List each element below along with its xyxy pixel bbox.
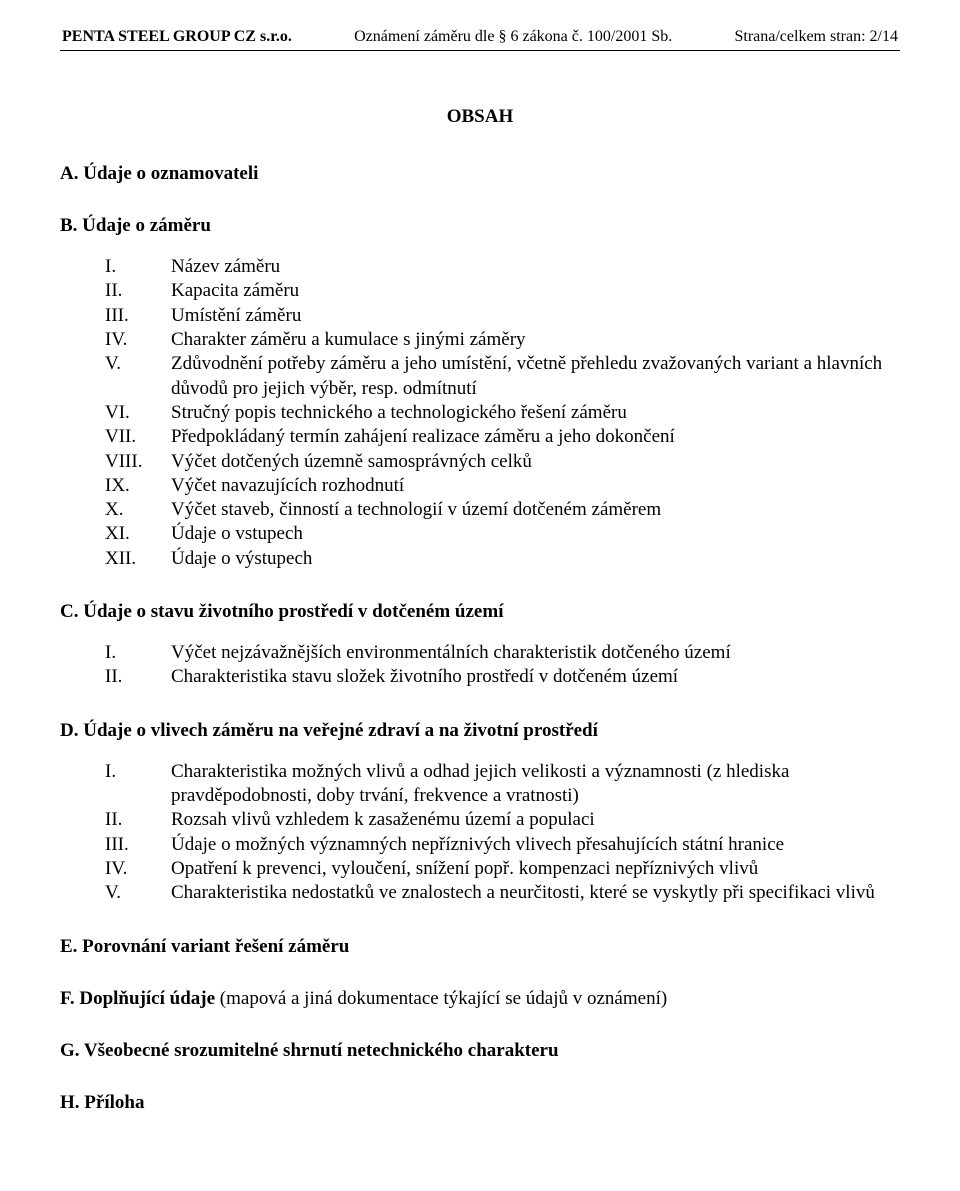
toc-numeral: VII. [105,425,171,449]
toc-item: VIII.Výčet dotčených územně samosprávnýc… [105,450,900,474]
header-company: PENTA STEEL GROUP CZ s.r.o. [62,28,292,46]
toc-numeral: IX. [105,474,171,498]
toc-numeral: VIII. [105,450,171,474]
toc-item: X.Výčet staveb, činností a technologií v… [105,498,900,522]
toc-text: Charakteristika možných vlivů a odhad je… [171,760,900,809]
toc-item: XII.Údaje o výstupech [105,547,900,571]
toc-text: Zdůvodnění potřeby záměru a jeho umístěn… [171,352,900,401]
toc-text: Charakteristika stavu složek životního p… [171,665,900,689]
toc-text: Předpokládaný termín zahájení realizace … [171,425,900,449]
toc-text: Kapacita záměru [171,279,900,303]
toc-text: Charakter záměru a kumulace s jinými zám… [171,328,900,352]
toc-numeral: II. [105,279,171,303]
toc-item: XI.Údaje o vstupech [105,522,900,546]
section-heading-g: G. Všeobecné srozumitelné shrnutí netech… [60,1040,900,1062]
toc-numeral: III. [105,304,171,328]
toc-item: IV.Charakter záměru a kumulace s jinými … [105,328,900,352]
section-heading-b: B. Údaje o záměru [60,215,900,237]
toc-numeral: III. [105,833,171,857]
header-pagination: Strana/celkem stran: 2/14 [734,28,898,46]
toc-item: II.Charakteristika stavu složek životníh… [105,665,900,689]
toc-item: III.Údaje o možných významných nepřízniv… [105,833,900,857]
section-heading-d: D. Údaje o vlivech záměru na veřejné zdr… [60,720,900,742]
section-heading-c: C. Údaje o stavu životního prostředí v d… [60,601,900,623]
toc-item: II.Rozsah vlivů vzhledem k zasaženému úz… [105,808,900,832]
toc-text: Údaje o výstupech [171,547,900,571]
header-page-label: Strana/celkem stran: [734,28,865,45]
header-title: Oznámení záměru dle § 6 zákona č. 100/20… [292,28,735,46]
toc-item: V.Zdůvodnění potřeby záměru a jeho umíst… [105,352,900,401]
toc-numeral: I. [105,760,171,784]
toc-numeral: II. [105,665,171,689]
toc-text: Název záměru [171,255,900,279]
toc-numeral: VI. [105,401,171,425]
toc-text: Rozsah vlivů vzhledem k zasaženému území… [171,808,900,832]
toc-numeral: IV. [105,857,171,881]
toc-text: Opatření k prevenci, vyloučení, snížení … [171,857,900,881]
toc-text: Výčet nejzávažnějších environmentálních … [171,641,900,665]
toc-text: Výčet dotčených územně samosprávných cel… [171,450,900,474]
header-page-current: 2 [870,28,878,45]
document-page: PENTA STEEL GROUP CZ s.r.o. Oznámení zám… [0,0,960,1191]
toc-item: V.Charakteristika nedostatků ve znaloste… [105,881,900,905]
section-f-normal: (mapová a jiná dokumentace týkající se ú… [220,988,667,1009]
toc-text: Výčet navazujících rozhodnutí [171,474,900,498]
toc-text: Stručný popis technického a technologick… [171,401,900,425]
toc-text: Charakteristika nedostatků ve znalostech… [171,881,900,905]
toc-item: VI.Stručný popis technického a technolog… [105,401,900,425]
page-title: OBSAH [60,106,900,128]
toc-text: Údaje o možných významných nepříznivých … [171,833,900,857]
section-f-bold: F. Doplňující údaje [60,988,220,1009]
toc-item: IX.Výčet navazujících rozhodnutí [105,474,900,498]
toc-item: I.Název záměru [105,255,900,279]
section-heading-f: F. Doplňující údaje (mapová a jiná dokum… [60,988,900,1010]
toc-item: IV.Opatření k prevenci, vyloučení, sníže… [105,857,900,881]
toc-numeral: XI. [105,522,171,546]
toc-numeral: V. [105,881,171,905]
toc-numeral: X. [105,498,171,522]
toc-text: Umístění záměru [171,304,900,328]
toc-item: I.Charakteristika možných vlivů a odhad … [105,760,900,809]
toc-numeral: V. [105,352,171,376]
section-heading-e: E. Porovnání variant řešení záměru [60,936,900,958]
page-header: PENTA STEEL GROUP CZ s.r.o. Oznámení zám… [60,28,900,48]
header-divider [60,50,900,51]
section-d-list: I.Charakteristika možných vlivů a odhad … [105,760,900,906]
toc-numeral: I. [105,641,171,665]
toc-numeral: I. [105,255,171,279]
toc-numeral: IV. [105,328,171,352]
section-heading-h: H. Příloha [60,1092,900,1114]
toc-text: Údaje o vstupech [171,522,900,546]
header-page-total: 14 [882,28,898,45]
toc-text: Výčet staveb, činností a technologií v ú… [171,498,900,522]
toc-item: VII.Předpokládaný termín zahájení realiz… [105,425,900,449]
toc-item: I.Výčet nejzávažnějších environmentálníc… [105,641,900,665]
toc-numeral: II. [105,808,171,832]
section-b-list: I.Název záměru II.Kapacita záměru III.Um… [105,255,900,571]
section-heading-a: A. Údaje o oznamovateli [60,163,900,185]
toc-numeral: XII. [105,547,171,571]
section-c-list: I.Výčet nejzávažnějších environmentálníc… [105,641,900,690]
toc-item: III.Umístění záměru [105,304,900,328]
toc-item: II.Kapacita záměru [105,279,900,303]
